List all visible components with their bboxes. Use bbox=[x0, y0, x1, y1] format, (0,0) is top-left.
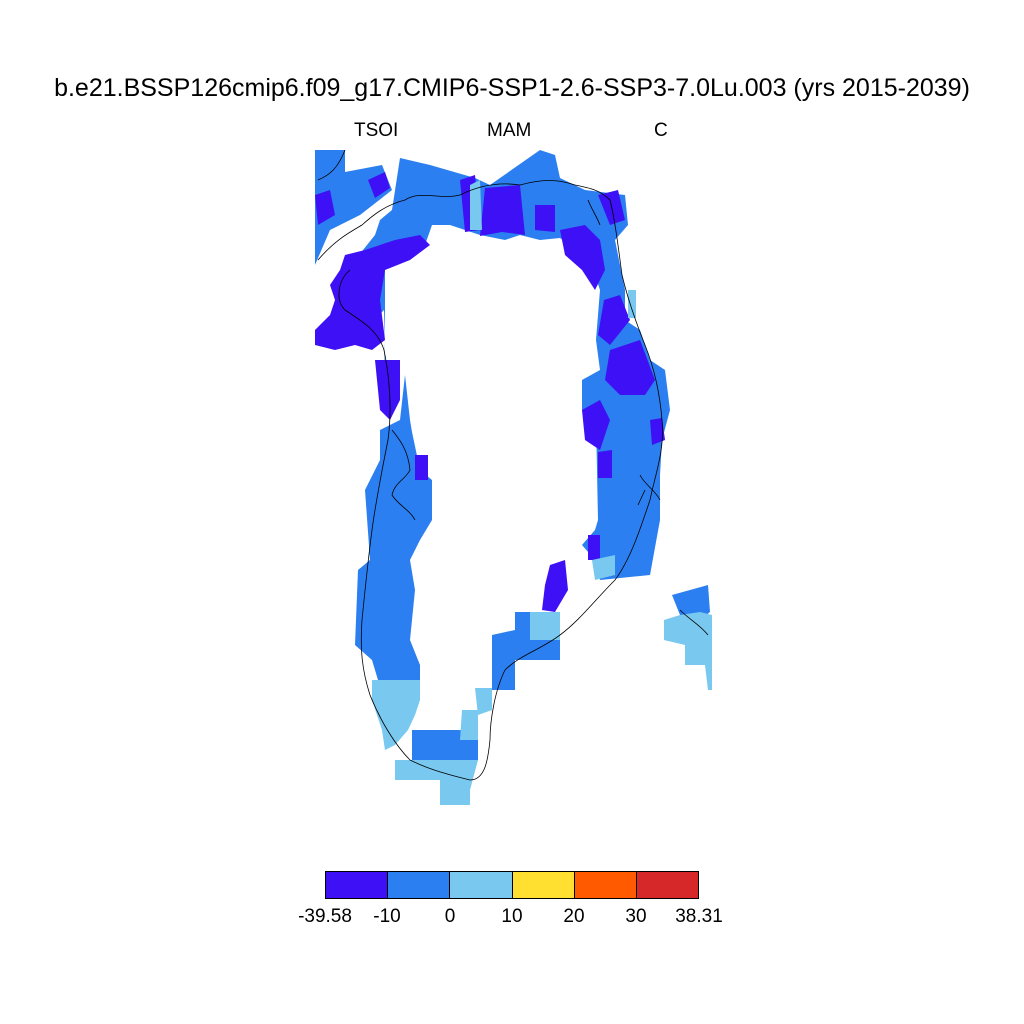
coastline bbox=[317, 149, 709, 781]
coastal-cells-light bbox=[372, 180, 712, 805]
colorbar-tick-label: 0 bbox=[444, 906, 456, 927]
colorbar-tick-label: -39.58 bbox=[298, 906, 352, 927]
colorbar-tick-label: 10 bbox=[501, 906, 523, 927]
colorbar-tick-label: 38.31 bbox=[675, 906, 723, 927]
coastal-cells-mid bbox=[315, 150, 710, 760]
colorbar-box bbox=[574, 872, 637, 898]
colorbar-tick-label: -10 bbox=[373, 906, 401, 927]
colorbar-box bbox=[388, 872, 451, 898]
variable-label: TSOI bbox=[354, 120, 399, 141]
units-label: C bbox=[654, 120, 668, 141]
colorbar bbox=[325, 871, 699, 899]
colorbar-tick-label: 30 bbox=[625, 906, 647, 927]
colorbar-box bbox=[450, 872, 513, 898]
colorbar-tick-label: 20 bbox=[563, 906, 585, 927]
colorbar-box bbox=[636, 872, 699, 898]
colorbar-box bbox=[326, 872, 389, 898]
colorbar-box bbox=[512, 872, 575, 898]
map-title: b.e21.BSSP126cmip6.f09_g17.CMIP6-SSP1-2.… bbox=[54, 74, 970, 102]
season-label: MAM bbox=[487, 120, 532, 141]
